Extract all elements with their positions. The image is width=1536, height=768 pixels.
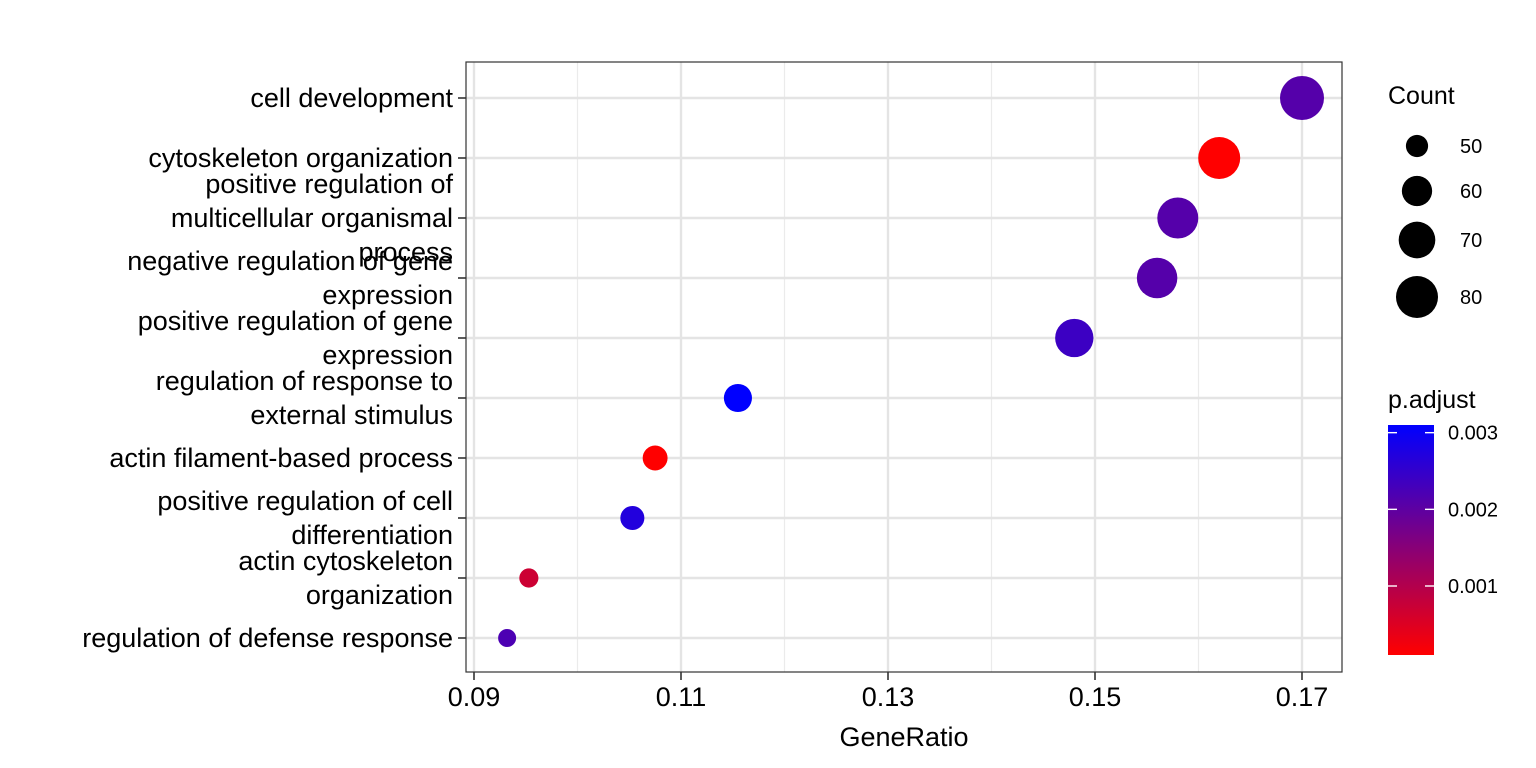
size-legend-key [1405, 134, 1429, 158]
size-legend-key [1398, 221, 1436, 259]
data-point [1198, 136, 1241, 180]
size-legend-title: Count [1388, 82, 1455, 110]
size-legend-label: 60 [1460, 181, 1482, 203]
y-tick-label: actin cytoskeleton [238, 546, 453, 576]
size-legend-label: 50 [1460, 136, 1482, 158]
x-tick-label: 0.09 [448, 682, 501, 712]
y-tick-label: expression [322, 280, 453, 310]
y-tick-label: expression [322, 340, 453, 370]
data-point [620, 505, 645, 531]
data-points [498, 76, 1324, 647]
x-tick-label: 0.17 [1276, 682, 1329, 712]
x-tick-label: 0.11 [656, 682, 707, 712]
y-tick-label: actin filament-based process [109, 443, 453, 473]
size-legend-key [1401, 175, 1433, 207]
data-point [642, 445, 668, 471]
y-tick-label: cytoskeleton organization [148, 143, 453, 173]
y-tick-label: positive regulation of [205, 169, 453, 199]
y-axis-labels: cell development cytoskeleton organizatio… [82, 83, 466, 653]
data-point [723, 383, 752, 413]
data-point [519, 568, 539, 588]
legend: Count 50 60 70 80 p.adjust 0.001 0.002 0.003 [1388, 82, 1498, 655]
color-legend-label: 0.002 [1448, 499, 1498, 521]
data-point [498, 629, 517, 647]
y-tick-label: external stimulus [250, 400, 453, 430]
y-tick-label: cell development [250, 83, 453, 113]
x-tick-label: 0.15 [1069, 682, 1122, 712]
data-point [1157, 197, 1199, 239]
size-legend-key [1395, 275, 1439, 319]
grid [466, 62, 1342, 672]
plot-panel-border [465, 61, 1343, 673]
color-legend-label: 0.001 [1448, 576, 1498, 598]
y-tick-label: positive regulation of gene [138, 306, 453, 336]
size-legend: Count 50 60 70 80 [1388, 82, 1482, 319]
y-tick-label: regulation of defense response [82, 623, 453, 653]
color-legend-label: 0.003 [1448, 423, 1498, 445]
color-legend-title: p.adjust [1388, 386, 1476, 414]
x-axis: 0.09 0.11 0.13 0.15 0.17 [448, 672, 1329, 712]
data-point [1136, 257, 1178, 299]
size-legend-label: 70 [1460, 230, 1482, 252]
color-bar [1388, 425, 1434, 655]
y-tick-label: negative regulation of gene [127, 246, 453, 276]
y-tick-label: differentiation [291, 520, 453, 550]
data-point [1280, 76, 1324, 120]
y-tick-label: regulation of response to [156, 366, 453, 396]
y-tick-label: process [358, 237, 453, 267]
x-axis-title: GeneRatio [839, 722, 968, 752]
data-point [1055, 318, 1094, 358]
y-tick-label: positive regulation of cell [157, 486, 453, 516]
x-tick-label: 0.13 [862, 682, 915, 712]
y-tick-label: multicellular organismal [171, 203, 453, 233]
size-legend-label: 80 [1460, 287, 1482, 309]
y-tick-label: organization [306, 580, 453, 610]
color-legend: p.adjust 0.001 0.002 0.003 [1388, 386, 1498, 655]
